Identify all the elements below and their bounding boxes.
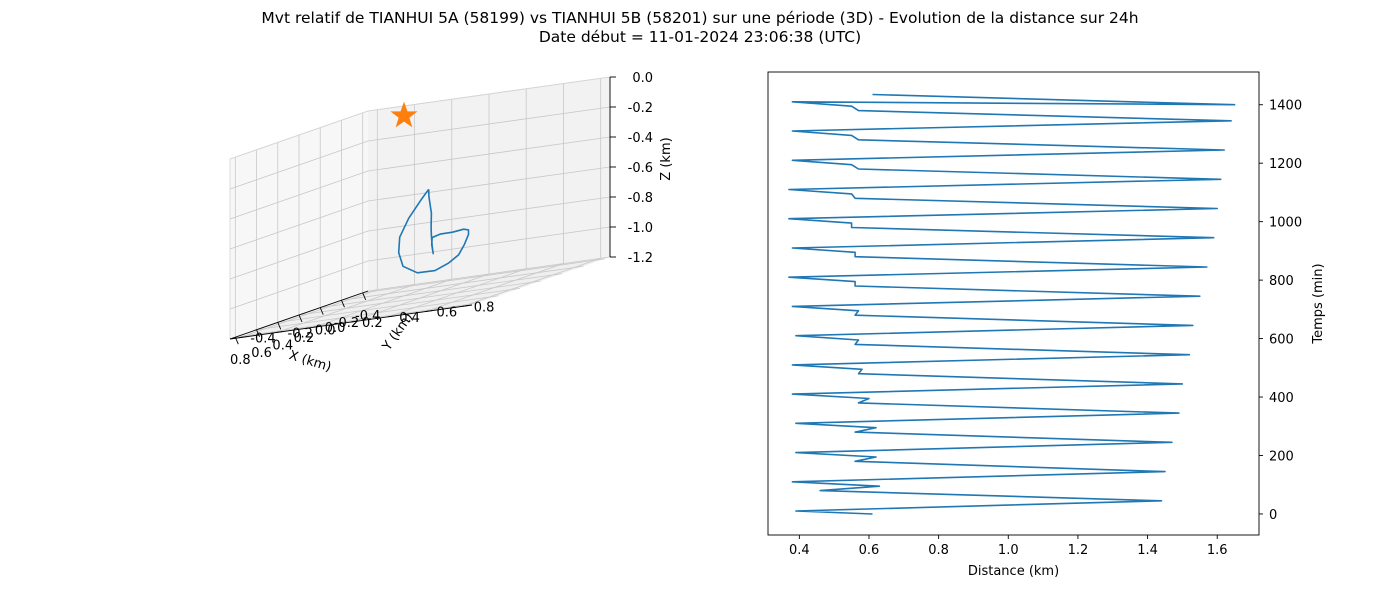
y-tick-label: 400 (1269, 391, 1294, 406)
y-tick (239, 336, 247, 339)
axes-3d: -0.4-0.20.00.20.40.60.8-0.4 -0.2 0.0 0.2 0.4… (229, 71, 674, 375)
x-tick-label: 0.0 (315, 324, 336, 339)
grid-z-left (229, 170, 369, 220)
grid-y-floor (388, 268, 527, 318)
y-tick-label: 1000 (1269, 216, 1302, 231)
x-tick-label: 0.4 (272, 338, 293, 353)
x-tick (298, 314, 303, 323)
y-tick-label: 0.8 (474, 300, 495, 315)
y-tick-label: 0.4 (399, 311, 420, 326)
grid-y-floor (425, 263, 564, 312)
figure-title-block: Mvt relatif de TIANHUI 5A (58199) vs TIA… (0, 9, 1400, 47)
trajectory-line (397, 188, 470, 274)
pane-edge (367, 76, 611, 112)
y-tick (425, 310, 433, 312)
x-tick (362, 292, 367, 301)
x-tick-label: 0.8 (928, 543, 949, 558)
x-tick-label: 0.6 (251, 346, 272, 361)
x-tick (277, 322, 282, 330)
x-tick-label: 1.0 (998, 543, 1019, 558)
grid-y-floor (276, 284, 415, 333)
x-tick-label: 1.2 (1068, 543, 1089, 558)
grid-z-left (229, 260, 369, 310)
y-tick-label: -0.2 (288, 326, 313, 341)
figure-subtitle: Date début = 11-01-2024 23:06:38 (UTC) (538, 28, 862, 46)
grid-z-left (229, 200, 369, 250)
grid-y-floor (462, 257, 601, 307)
y-tick (313, 325, 321, 328)
z-tick-label: -0.2 (628, 101, 653, 116)
y-tick-label: 0.6 (436, 306, 457, 321)
x-tick-label: 0.2 (294, 331, 315, 346)
grid-y-floor (239, 289, 378, 339)
distance-line (788, 93, 1236, 515)
y-tick-label: 800 (1269, 274, 1294, 289)
grid-z-back (367, 136, 611, 172)
x-tick-label: 0.4 (789, 543, 810, 558)
z-tick-label: -0.8 (628, 191, 653, 206)
grid-z-back (367, 256, 611, 292)
x-tick-label: 0.8 (230, 353, 251, 368)
x-tick-label: 1.4 (1137, 543, 1158, 558)
y-tick-label: 600 (1269, 333, 1294, 348)
x-tick (256, 329, 260, 337)
x-tick-label: 1.6 (1207, 543, 1228, 558)
y-tick (276, 331, 284, 333)
x-tick-label: 0.6 (859, 543, 880, 558)
x-tick (234, 336, 239, 345)
y-axis-label: Temps (min) (1311, 263, 1326, 344)
z-tick-label: -1.2 (628, 251, 653, 266)
y-tick-label: 0 (1269, 508, 1277, 523)
grid-z-left (229, 140, 369, 190)
grid-z-back (367, 226, 611, 262)
x-axis-label: X (km) (287, 348, 333, 375)
x-tick (341, 300, 345, 308)
z-tick-label: 0.0 (632, 71, 653, 86)
grid-z-back (367, 166, 611, 202)
z-tick-label: -0.4 (628, 131, 653, 146)
x-axis-label: Distance (km) (968, 564, 1059, 579)
x-tick (319, 307, 324, 315)
x-tick-label: -0.2 (334, 316, 359, 331)
x-tick-label: -0.4 (355, 309, 380, 324)
plot-frame (767, 71, 1260, 536)
z-tick-label: -1.0 (628, 221, 653, 236)
y-tick (350, 320, 359, 323)
grid-y-floor (313, 278, 452, 328)
y-tick (462, 304, 470, 307)
grid-z-back (367, 106, 611, 142)
figure-title: Mvt relatif de TIANHUI 5A (58199) vs TIA… (261, 9, 1139, 27)
z-axis-label: Z (km) (659, 137, 674, 180)
axes-distance-time: 0.4 0.6 0.8 1.0 1.2 1.4 1.6 Distance (km) 0 200 40… (767, 71, 1326, 579)
y-tick-label: 200 (1269, 449, 1294, 464)
y-tick-label: 0.2 (362, 316, 383, 331)
grid-z-left (229, 230, 369, 280)
y-tick-label: -0.4 (250, 332, 275, 347)
y-tick-label: 1200 (1269, 157, 1302, 172)
y-tick-label: 1400 (1269, 99, 1302, 114)
grid-z-back (367, 196, 611, 232)
pane-edge (229, 110, 369, 160)
origin-star-marker (390, 101, 418, 128)
z-tick-label: -0.6 (628, 161, 653, 176)
y-tick (388, 315, 396, 318)
y-tick-label: 0.0 (325, 321, 346, 336)
grid-y-floor (350, 273, 490, 323)
